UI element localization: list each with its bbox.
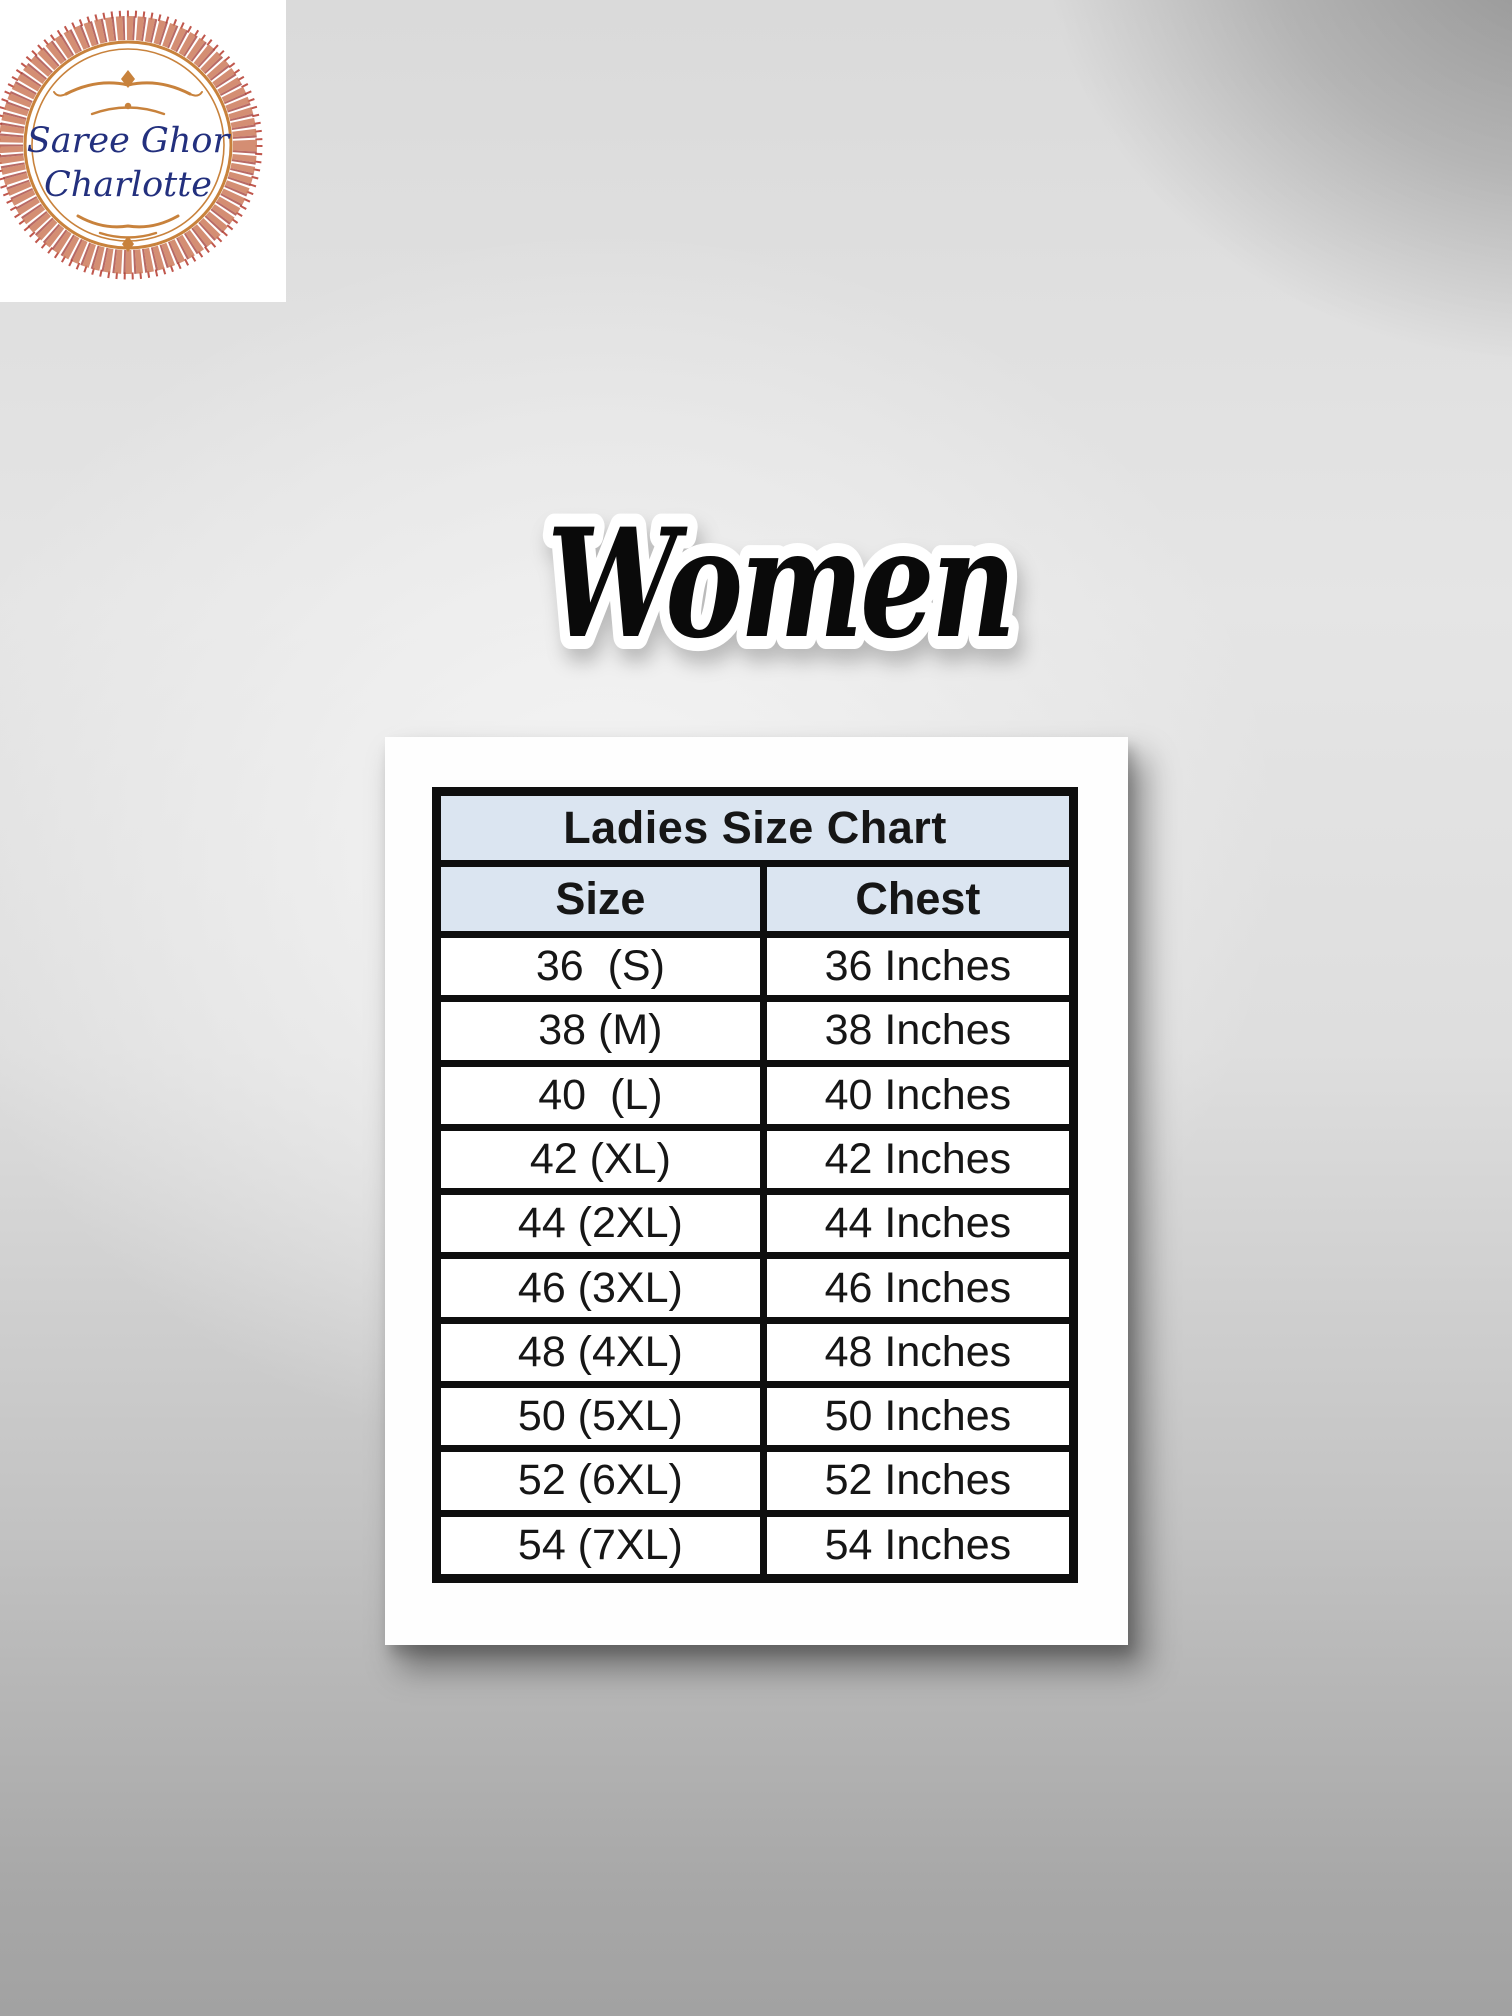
- lace-ring-texture: [0, 16, 257, 274]
- chest-cell: 36 Inches: [759, 930, 1078, 1003]
- size-cell: 48 (4XL): [433, 1316, 767, 1388]
- top-flourish-ornament: [53, 70, 203, 116]
- title-sticker: Women: [522, 483, 1038, 690]
- chest-cell: 50 Inches: [759, 1380, 1078, 1453]
- column-header-row: Size Chest: [433, 860, 1078, 938]
- size-cell: 54 (7XL): [433, 1509, 767, 1583]
- lace-ring-mid: [0, 16, 257, 274]
- women-title-graphic: Women: [534, 483, 1030, 685]
- brand-name-line1: Saree Ghor: [27, 121, 232, 161]
- chart-title-row: Ladies Size Chart: [433, 788, 1077, 867]
- size-cell: 36 (S): [433, 930, 767, 1003]
- table-row: 36 (S) 36 Inches: [433, 930, 1078, 1003]
- chest-cell: 42 Inches: [759, 1123, 1078, 1196]
- table-row: 44 (2XL) 44 Inches: [433, 1188, 1078, 1260]
- chest-cell: 46 Inches: [759, 1252, 1078, 1324]
- table-row: 52 (6XL) 52 Inches: [433, 1445, 1078, 1517]
- bottom-flourish-ornament: [76, 214, 180, 252]
- lace-ring-outer: [0, 10, 263, 280]
- chest-cell: 48 Inches: [759, 1316, 1078, 1388]
- size-cell: 44 (2XL): [433, 1188, 767, 1260]
- table-row: 42 (XL) 42 Inches: [433, 1123, 1078, 1196]
- brand-logo: Saree Ghor Charlotte: [0, 0, 286, 302]
- chest-cell: 40 Inches: [759, 1059, 1078, 1131]
- chest-column-header: Chest: [759, 860, 1078, 938]
- logo-ornament-frame: Saree Ghor Charlotte: [0, 10, 263, 280]
- size-cell: 42 (XL): [433, 1123, 767, 1196]
- size-cell: 40 (L): [433, 1059, 767, 1131]
- size-chart-table: Ladies Size Chart Size Chest 36 (S) 36 I…: [432, 787, 1078, 1583]
- brand-name-line2: Charlotte: [44, 165, 212, 205]
- size-cell: 50 (5XL): [433, 1380, 767, 1453]
- size-cell: 52 (6XL): [433, 1445, 767, 1517]
- table-row: 48 (4XL) 48 Inches: [433, 1316, 1078, 1388]
- size-cell: 38 (M): [433, 995, 767, 1067]
- chest-cell: 44 Inches: [759, 1188, 1078, 1260]
- table-row: 50 (5XL) 50 Inches: [433, 1380, 1078, 1453]
- table-row: 46 (3XL) 46 Inches: [433, 1252, 1078, 1324]
- chart-title: Ladies Size Chart: [433, 788, 1077, 867]
- size-chart-card: Ladies Size Chart Size Chest 36 (S) 36 I…: [385, 737, 1128, 1645]
- page-title: Women: [547, 496, 1013, 672]
- chest-cell: 38 Inches: [759, 995, 1078, 1067]
- chest-cell: 52 Inches: [759, 1445, 1078, 1517]
- table-row: 54 (7XL) 54 Inches: [433, 1509, 1078, 1583]
- chest-cell: 54 Inches: [759, 1509, 1078, 1583]
- size-column-header: Size: [433, 860, 767, 938]
- table-row: 38 (M) 38 Inches: [433, 995, 1078, 1067]
- size-cell: 46 (3XL): [433, 1252, 767, 1324]
- table-row: 40 (L) 40 Inches: [433, 1059, 1078, 1131]
